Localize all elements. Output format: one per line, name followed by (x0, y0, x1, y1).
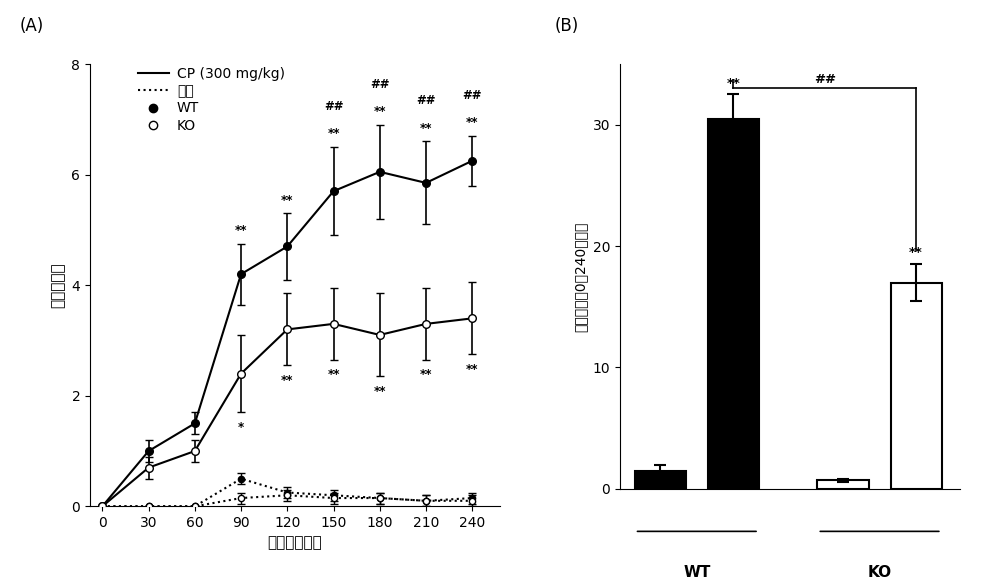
Text: ##: ## (324, 100, 343, 113)
Bar (891, 282, 942, 489)
Text: **: ** (374, 385, 386, 398)
Bar (817, 480, 869, 489)
Text: ##: ## (463, 88, 482, 102)
Text: **: ** (327, 127, 340, 140)
Text: **: ** (420, 368, 432, 381)
Y-axis label: 平均行为値: 平均行为値 (51, 262, 66, 308)
Text: **: ** (235, 224, 247, 237)
Text: **: ** (466, 116, 479, 129)
Text: **: ** (420, 122, 432, 135)
Text: **: ** (327, 368, 340, 381)
Text: KO: KO (868, 565, 892, 580)
Text: (B): (B) (555, 17, 579, 36)
Text: ##: ## (416, 94, 436, 107)
Text: ##: ## (814, 73, 836, 86)
Text: ##: ## (370, 77, 390, 91)
Bar (708, 119, 759, 489)
Text: *: * (238, 421, 244, 434)
Text: **: ** (281, 374, 294, 386)
Text: **: ** (726, 76, 740, 90)
Bar (635, 471, 686, 489)
Text: (A): (A) (20, 17, 44, 36)
Text: WT: WT (683, 565, 710, 580)
Legend: CP (300 mg/kg), 溶剂, WT, KO: CP (300 mg/kg), 溶剂, WT, KO (138, 66, 285, 133)
X-axis label: 时间（分钟）: 时间（分钟） (268, 535, 322, 551)
Text: **: ** (374, 105, 386, 118)
Y-axis label: 总行为値（0～240分钟）: 总行为値（0～240分钟） (573, 221, 587, 332)
Text: **: ** (281, 194, 294, 207)
Text: **: ** (466, 363, 479, 375)
Text: **: ** (909, 246, 923, 260)
